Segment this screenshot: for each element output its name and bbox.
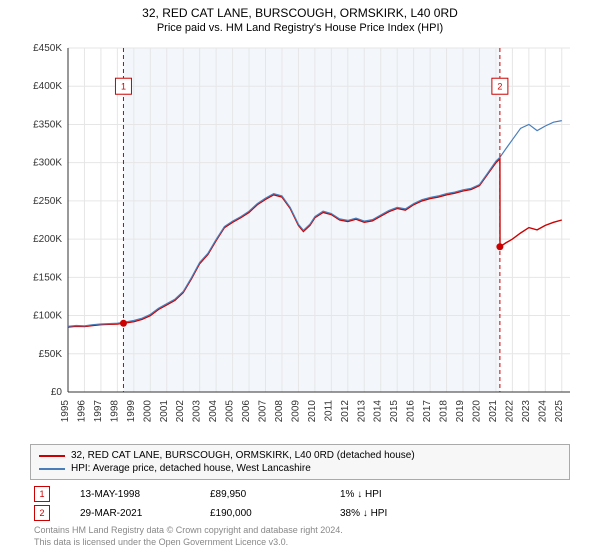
sale-date: 29-MAR-2021 [80,508,180,519]
xtick-label: 2022 [504,400,515,423]
xtick-label: 2017 [422,400,433,423]
legend-item-property: 32, RED CAT LANE, BURSCOUGH, ORMSKIRK, L… [39,449,561,462]
legend-swatch-hpi [39,468,65,470]
sale-dot [120,320,127,327]
xtick-label: 2009 [290,400,301,423]
shaded-ownership-region [123,48,499,392]
xtick-label: 2006 [241,400,252,423]
sale-row: 1 13-MAY-1998 £89,950 1% ↓ HPI [30,486,570,502]
ytick-label: £300K [33,158,62,169]
ytick-label: £450K [33,43,62,54]
sale-marker-number: 1 [121,82,126,92]
sale-price: £190,000 [210,508,310,519]
legend-label-hpi: HPI: Average price, detached house, West… [71,463,311,474]
xtick-label: 2016 [406,400,417,423]
ytick-label: £350K [33,119,62,130]
xtick-label: 2002 [175,400,186,423]
credits-line-1: Contains HM Land Registry data © Crown c… [34,525,570,537]
xtick-label: 2019 [455,400,466,423]
ytick-label: £100K [33,311,62,322]
xtick-label: 2003 [192,400,203,423]
xtick-label: 2014 [373,400,384,423]
xtick-label: 2015 [389,400,400,423]
xtick-label: 2025 [554,400,565,423]
chart-subtitle: Price paid vs. HM Land Registry's House … [0,22,600,34]
xtick-label: 2024 [537,400,548,423]
xtick-label: 2012 [340,400,351,423]
chart-svg: £0 £50K £100K £150K £200K £250K £300K £350K £400… [20,40,580,440]
xtick-label: 2000 [142,400,153,423]
legend: 32, RED CAT LANE, BURSCOUGH, ORMSKIRK, L… [30,444,570,480]
xtick-label: 2020 [471,400,482,423]
legend-label-property: 32, RED CAT LANE, BURSCOUGH, ORMSKIRK, L… [71,450,415,461]
sale-delta: 1% ↓ HPI [340,489,440,500]
xtick-label: 2007 [258,400,269,423]
legend-swatch-property [39,455,65,457]
sale-number-box: 2 [34,505,50,521]
sale-date: 13-MAY-1998 [80,489,180,500]
xtick-label: 2005 [225,400,236,423]
sale-delta: 38% ↓ HPI [340,508,440,519]
sale-dot [496,243,503,250]
ytick-label: £250K [33,196,62,207]
xtick-label: 1995 [60,400,71,423]
ytick-label: £0 [51,387,63,398]
ytick-label: £50K [39,349,63,360]
xtick-label: 2023 [521,400,532,423]
xtick-label: 2011 [323,400,334,422]
ytick-label: £150K [33,272,62,283]
xtick-label: 2010 [307,400,318,423]
sale-price: £89,950 [210,489,310,500]
xtick-label: 2013 [356,400,367,423]
chart-title: 32, RED CAT LANE, BURSCOUGH, ORMSKIRK, L… [0,6,600,20]
legend-item-hpi: HPI: Average price, detached house, West… [39,462,561,475]
xtick-label: 2018 [439,400,450,423]
credits-line-2: This data is licensed under the Open Gov… [34,537,570,549]
ytick-label: £200K [33,234,62,245]
xtick-label: 1999 [126,400,137,423]
xtick-label: 1998 [109,400,120,423]
xtick-label: 1996 [76,400,87,423]
xtick-label: 2004 [208,400,219,423]
xtick-label: 2008 [274,400,285,423]
chart-area: £0 £50K £100K £150K £200K £250K £300K £350K £400… [20,40,580,440]
sales-block: 1 13-MAY-1998 £89,950 1% ↓ HPI 2 29-MAR-2021 £… [30,486,570,521]
xtick-label: 1997 [93,400,104,423]
sale-marker-number: 2 [497,82,502,92]
xtick-label: 2021 [488,400,499,423]
sale-row: 2 29-MAR-2021 £190,000 38% ↓ HPI [30,505,570,521]
credits: Contains HM Land Registry data © Crown c… [30,525,570,548]
ytick-label: £400K [33,81,62,92]
xtick-label: 2001 [159,400,170,423]
sale-number-box: 1 [34,486,50,502]
